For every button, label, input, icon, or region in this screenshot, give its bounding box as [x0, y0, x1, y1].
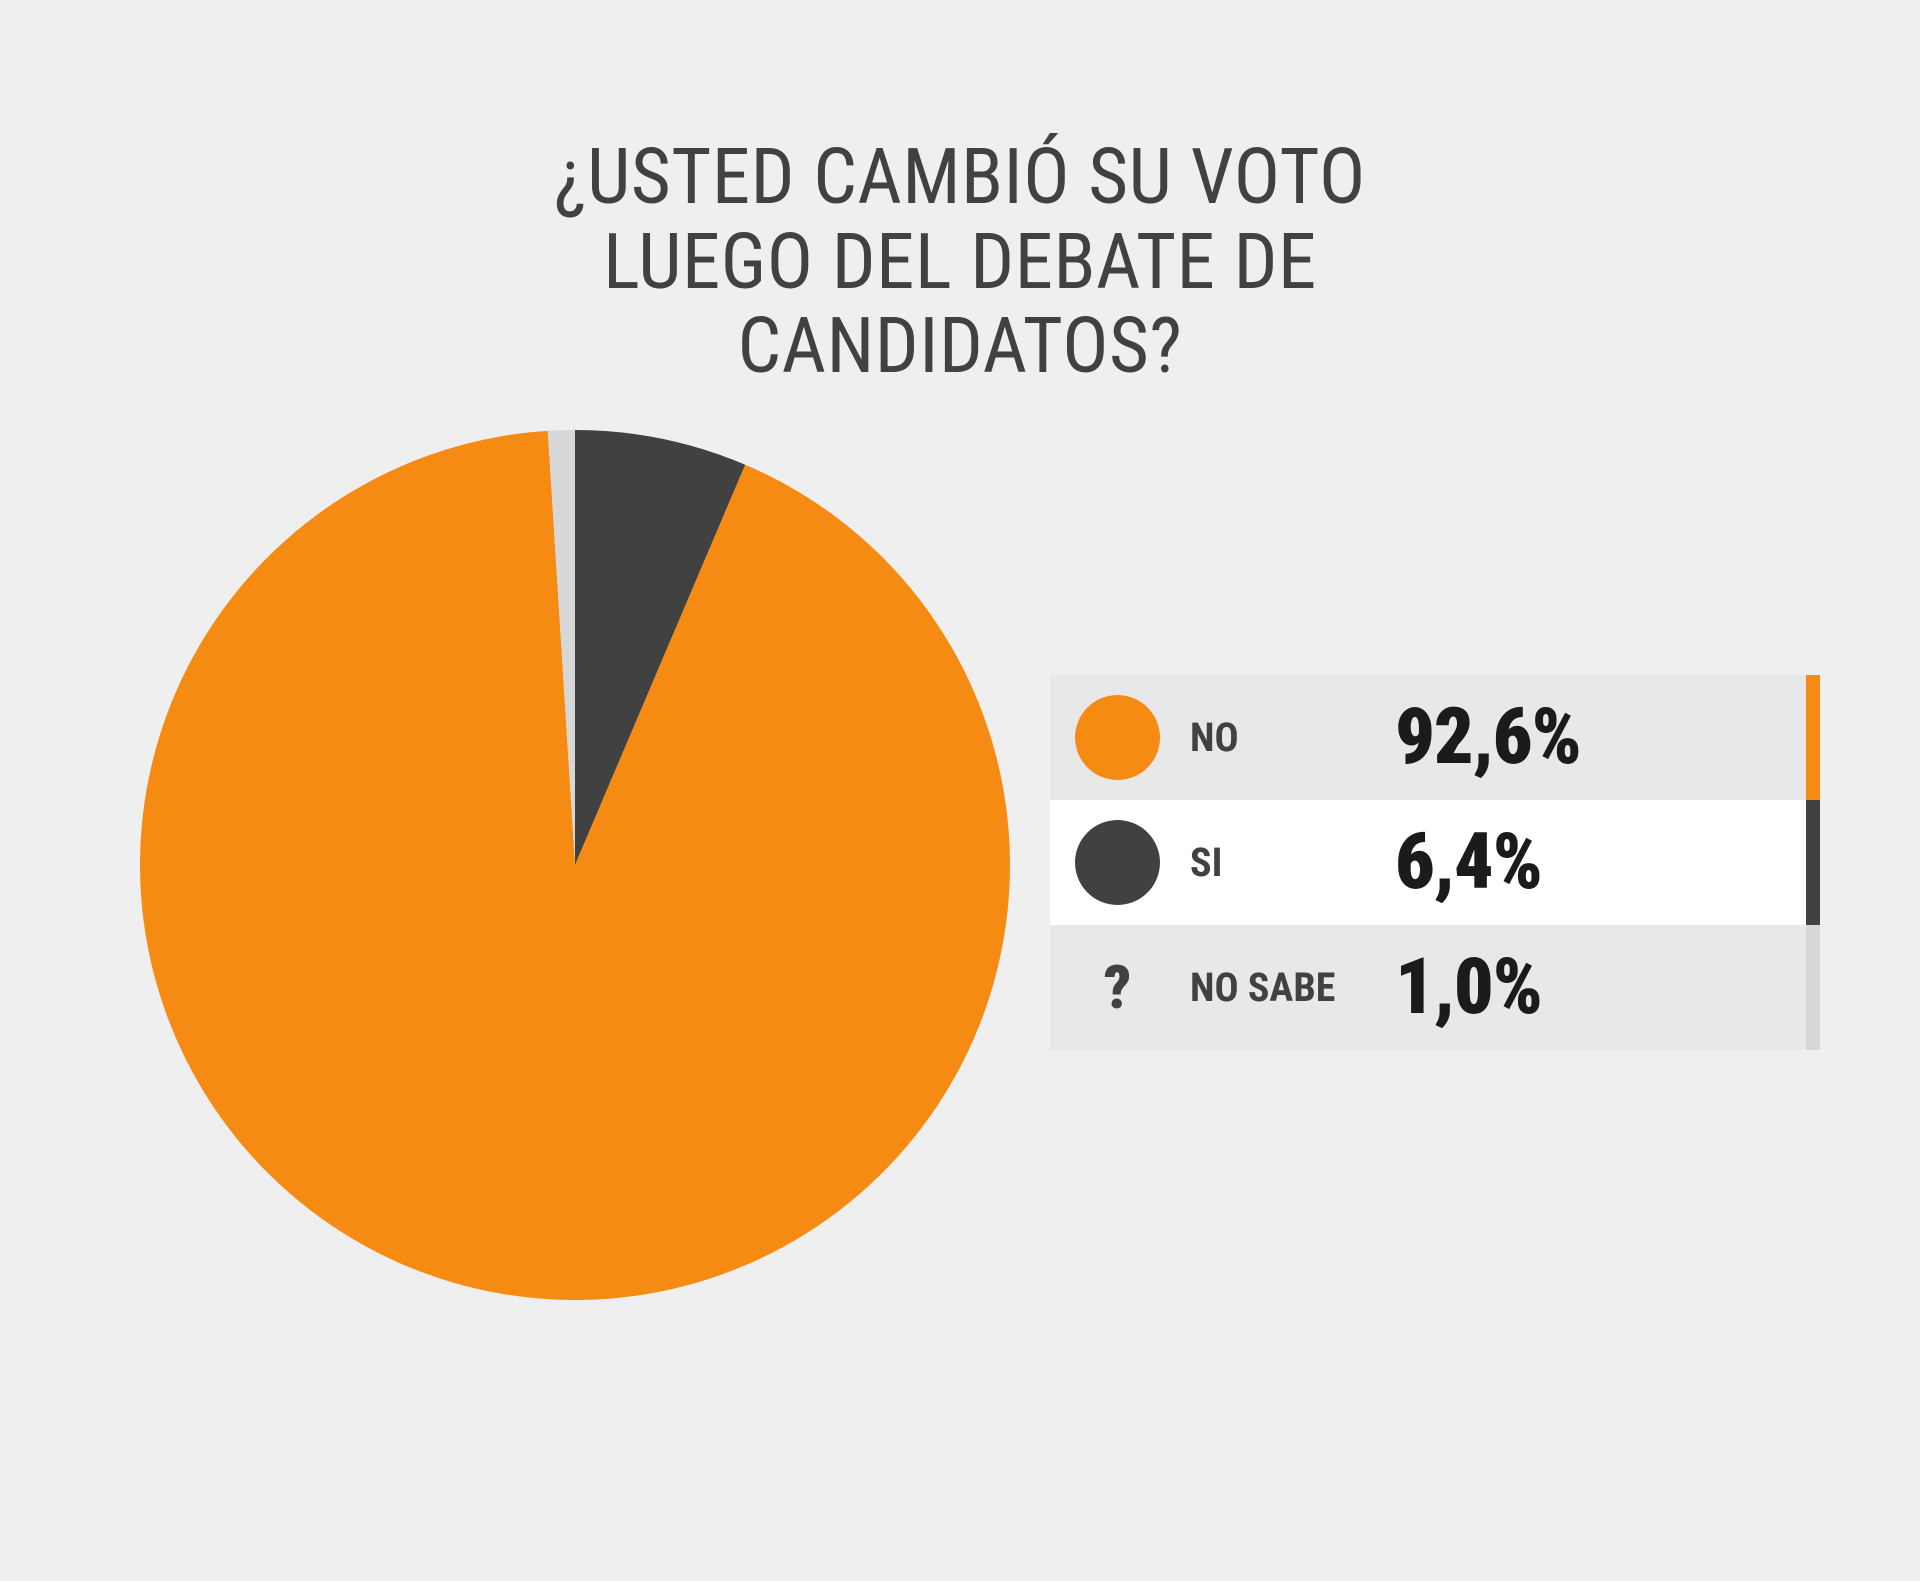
legend-label: NO [1190, 714, 1395, 761]
legend: NO92,6%SI6,4%?NO SABE1,0% [1050, 675, 1820, 1050]
legend-label: NO SABE [1190, 964, 1395, 1011]
legend-stripe [1806, 675, 1820, 800]
legend-label: SI [1190, 839, 1395, 886]
pie-chart [140, 430, 1010, 1300]
legend-row-no-sabe: ? NO SABE1,0% [1050, 925, 1820, 1050]
legend-stripe [1806, 925, 1820, 1050]
legend-row-no: NO92,6% [1050, 675, 1820, 800]
legend-stripe [1806, 800, 1820, 925]
question-mark: ? [1104, 952, 1132, 1023]
legend-swatch [1075, 820, 1160, 905]
question-icon: ? [1075, 945, 1160, 1030]
legend-row-si: SI6,4% [1050, 800, 1820, 925]
pie-svg [140, 430, 1010, 1300]
legend-value: 92,6% [1395, 692, 1581, 783]
legend-value: 6,4% [1395, 817, 1542, 908]
legend-value: 1,0% [1395, 942, 1542, 1033]
chart-title: ¿USTED CAMBIÓ SU VOTO LUEGO DEL DEBATE D… [480, 135, 1440, 389]
legend-swatch [1075, 695, 1160, 780]
